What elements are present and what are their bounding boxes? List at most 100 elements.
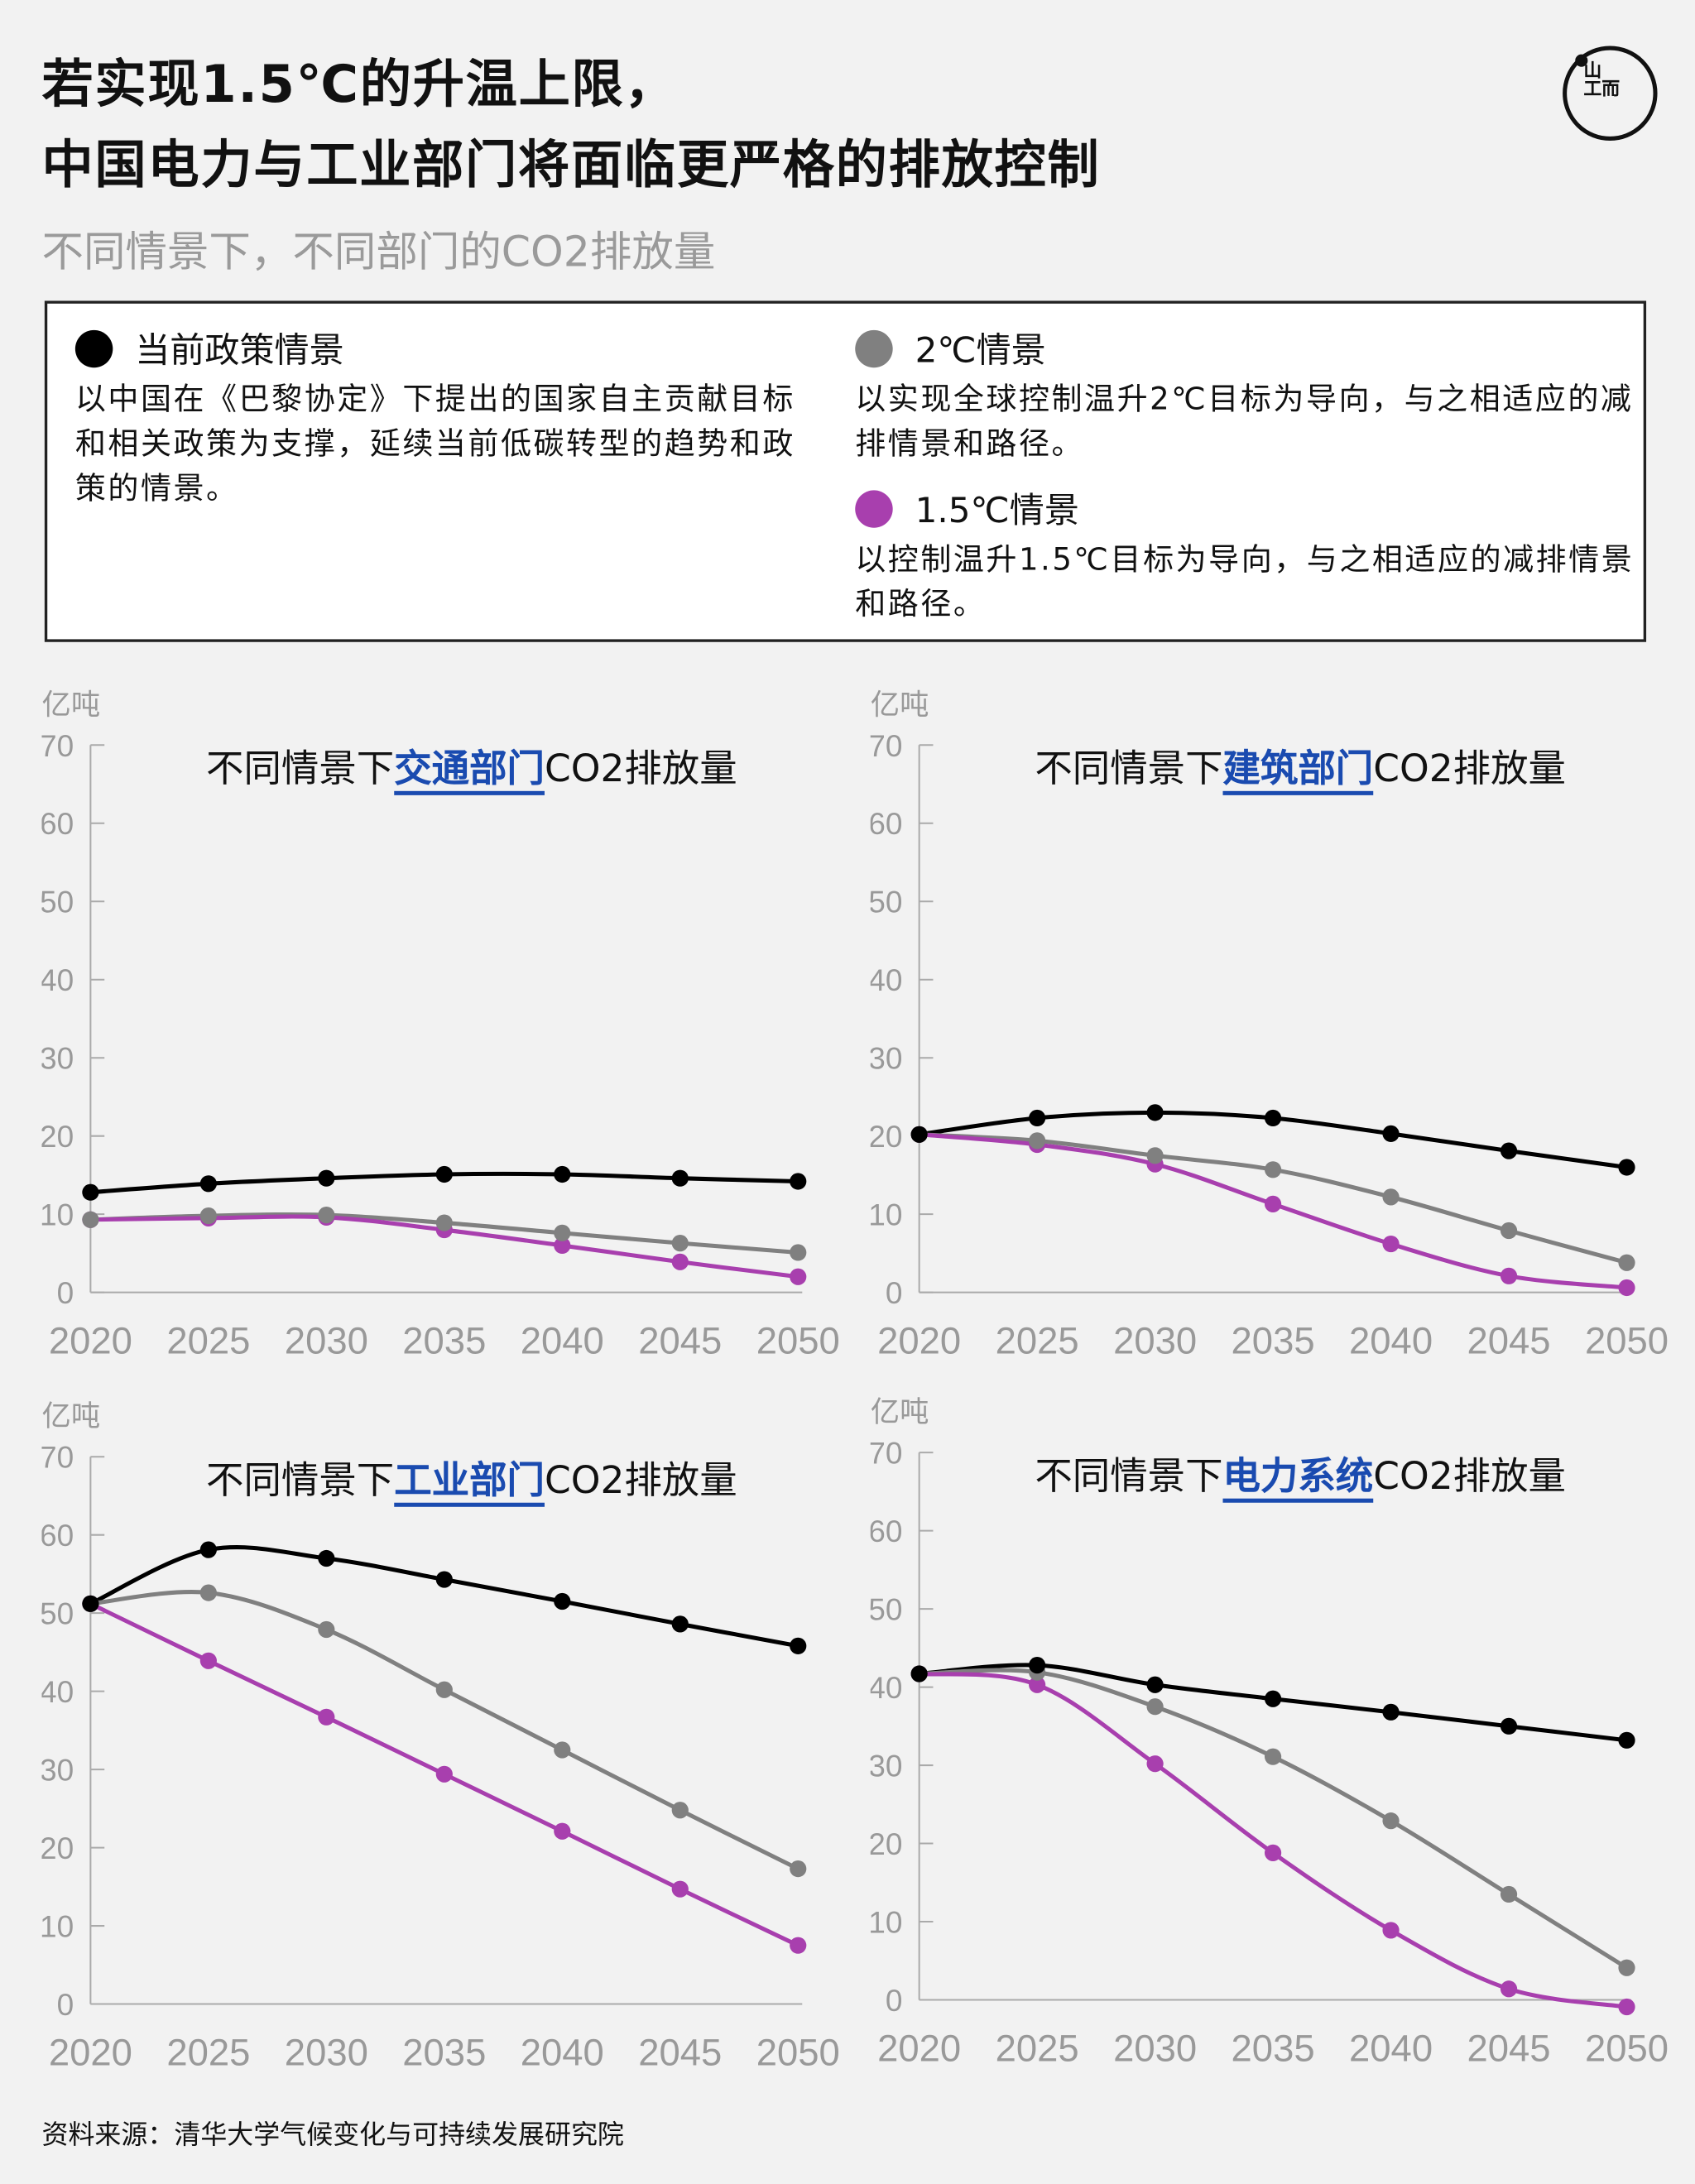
unit-label: 亿吨	[870, 1395, 929, 1429]
data-point	[790, 1637, 807, 1654]
chart-industry: 0 10 20 30 40 50 60 70 2020 2025 2030 2035 2040 2045 2…	[41, 1394, 877, 2090]
data-point	[1029, 1657, 1046, 1674]
x-tick-label: 2040	[1349, 1320, 1433, 1362]
x-tick-label: 2030	[1113, 1320, 1197, 1362]
y-tick-label: 30	[41, 1753, 74, 1788]
legend-desc: 以控制温升1.5℃目标为导向，与之相适应的减排情景和路径。	[855, 543, 1635, 623]
x-tick-label: 2030	[285, 2032, 368, 2074]
x-tick-label: 2020	[877, 1320, 961, 1362]
data-point	[199, 1652, 217, 1669]
x-tick-label: 2040	[521, 2032, 604, 2074]
data-point	[1264, 1161, 1282, 1178]
data-point	[1382, 1922, 1400, 1939]
legend-label: 1.5℃情景	[915, 490, 1079, 531]
x-tick-label: 2045	[638, 2032, 722, 2074]
subtitle: 不同情景下，不同部门的CO2排放量	[41, 228, 716, 277]
y-tick-label: 10	[871, 1198, 903, 1232]
data-point	[790, 1268, 807, 1285]
y-tick-label: 50	[871, 885, 903, 919]
data-point	[1618, 1159, 1635, 1176]
data-point	[1264, 1748, 1282, 1765]
title-line-2: 中国电力与工业部门将面临更严格的排放控制	[41, 135, 1101, 195]
chart-title-highlight: 工业部门	[394, 1459, 545, 1507]
y-tick-label: 10	[41, 1198, 74, 1232]
logo: 山工而	[1563, 46, 1658, 141]
data-point	[1029, 1676, 1046, 1693]
chart-title-suffix: CO2排放量	[544, 1459, 737, 1503]
data-point	[1382, 1188, 1400, 1206]
data-point	[671, 1169, 689, 1187]
data-point	[1146, 1104, 1164, 1121]
x-tick-label: 2025	[166, 2032, 250, 2074]
data-point	[318, 1549, 335, 1567]
unit-label: 亿吨	[41, 688, 101, 722]
x-tick-label: 2030	[1113, 2028, 1197, 2070]
data-point	[1029, 1109, 1046, 1127]
y-tick-label: 30	[871, 1749, 903, 1783]
x-tick-label: 2040	[1349, 2028, 1433, 2070]
data-point	[1146, 1147, 1164, 1164]
data-point	[82, 1595, 99, 1612]
data-point	[1500, 1222, 1518, 1240]
chart-title-suffix: CO2排放量	[1373, 1455, 1566, 1499]
data-point	[1264, 1844, 1282, 1861]
legend-item-2c: 2℃情景 以实现全球控制温升2℃目标为导向，与之相适应的减排情景和路径。	[855, 323, 1635, 468]
y-tick-label: 50	[41, 1596, 74, 1631]
data-point	[1618, 1959, 1635, 1976]
x-tick-label: 2025	[996, 1320, 1079, 1362]
data-point	[1146, 1676, 1164, 1693]
x-tick-label: 2045	[1467, 1320, 1551, 1362]
logo-glyph: 山工而	[1583, 61, 1621, 101]
data-point	[1500, 1717, 1518, 1735]
data-point	[435, 1571, 453, 1588]
source-note: 资料来源：清华大学气候变化与可持续发展研究院	[41, 2119, 624, 2151]
data-point	[199, 1541, 217, 1558]
data-point	[671, 1235, 689, 1252]
legend-desc: 以中国在《巴黎协定》下提出的国家自主贡献目标和相关政策为支撑，延续当前低碳转型的…	[74, 382, 795, 507]
y-tick-label: 60	[41, 806, 74, 841]
data-point	[790, 1860, 807, 1878]
y-tick-label: 70	[41, 1440, 74, 1475]
chart-title-prefix: 不同情景下	[206, 1459, 395, 1503]
x-tick-label: 2035	[402, 1320, 486, 1362]
logo-dot-icon	[1575, 54, 1588, 67]
chart-title: 不同情景下交通部门CO2排放量	[206, 738, 737, 795]
data-point	[1146, 1755, 1164, 1773]
data-point	[199, 1207, 217, 1225]
data-point	[1264, 1195, 1282, 1212]
legend-desc: 以实现全球控制温升2℃目标为导向，与之相适应的减排情景和路径。	[855, 382, 1634, 463]
data-point	[435, 1214, 453, 1231]
y-tick-label: 40	[871, 1670, 903, 1705]
y-tick-label: 50	[41, 885, 74, 919]
x-tick-label: 2035	[1232, 2028, 1315, 2070]
data-point	[1382, 1125, 1400, 1142]
data-point	[554, 1165, 571, 1183]
y-tick-label: 20	[871, 1119, 903, 1154]
data-point	[1264, 1109, 1282, 1127]
data-point	[199, 1584, 217, 1601]
y-tick-label: 20	[871, 1826, 903, 1861]
x-tick-label: 2045	[1467, 2028, 1551, 2070]
y-tick-label: 50	[871, 1592, 903, 1627]
y-tick-label: 70	[871, 728, 903, 763]
x-tick-label: 2020	[877, 2028, 961, 2070]
chart-buildings: 0 10 20 30 40 50 60 70 2020 2025 2030 2035 2040 2045 2…	[871, 683, 1695, 1379]
y-tick-label: 70	[871, 1436, 903, 1471]
legend-item-current-policy: 当前政策情景 以中国在《巴黎协定》下提出的国家自主贡献目标和相关政策为支撑，延续…	[74, 323, 814, 512]
data-point	[554, 1592, 571, 1610]
chart-title: 不同情景下建筑部门CO2排放量	[1035, 738, 1566, 795]
data-point	[318, 1620, 335, 1639]
data-point	[435, 1765, 453, 1783]
data-point	[910, 1665, 928, 1682]
legend: 当前政策情景 以中国在《巴黎协定》下提出的国家自主贡献目标和相关政策为支撑，延续…	[44, 300, 1647, 642]
title-line-1: 若实现1.5℃的升温上限，	[41, 54, 678, 114]
x-tick-label: 2035	[402, 2032, 486, 2074]
chart-title: 不同情景下工业部门CO2排放量	[206, 1450, 737, 1507]
data-point	[318, 1207, 335, 1224]
y-tick-label: 60	[41, 1518, 74, 1553]
data-point	[318, 1169, 335, 1187]
data-point	[82, 1183, 99, 1201]
legend-dot-icon	[855, 489, 893, 527]
unit-label: 亿吨	[870, 688, 929, 722]
